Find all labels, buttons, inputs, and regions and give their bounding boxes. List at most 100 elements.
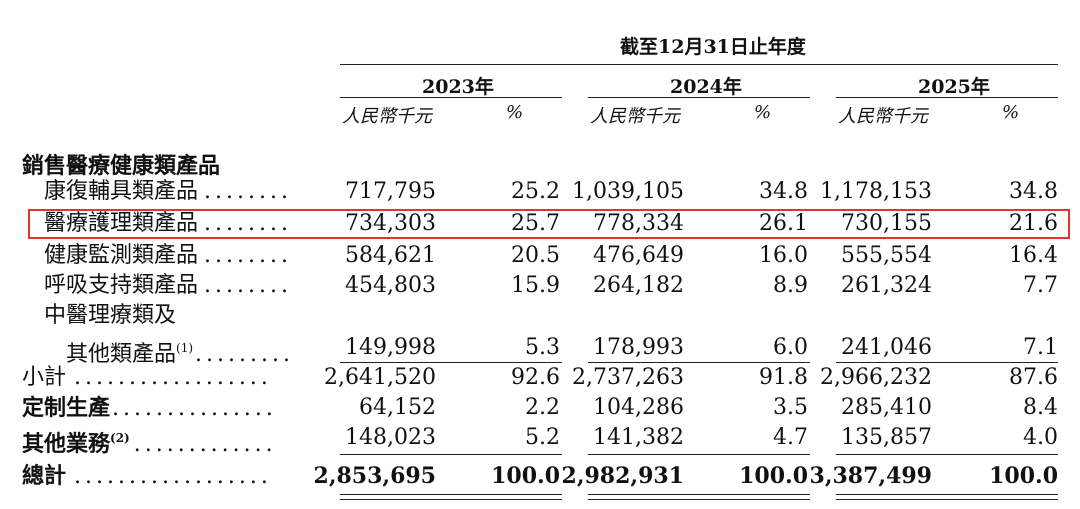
pct-2024: 16.0 xyxy=(759,243,808,268)
pct-2024: 34.8 xyxy=(759,179,808,204)
value-2024: 178,993 xyxy=(593,335,684,360)
double-rule-2023-a xyxy=(340,494,562,495)
double-rule-2025-b xyxy=(836,499,1058,500)
subtotal-rule-2023 xyxy=(340,362,562,363)
row-label: 醫療護理類產品 xyxy=(44,211,199,236)
double-rule-2025-a xyxy=(836,494,1058,495)
value-2025: 2,966,232 xyxy=(820,365,932,390)
leader-dots: ............... xyxy=(112,396,277,421)
year-2025-header: 2025年 xyxy=(918,76,990,98)
leader-dots: ........ xyxy=(204,273,292,298)
pct-2024: 6.0 xyxy=(773,335,808,360)
pct-2024: 8.9 xyxy=(773,273,808,298)
leader-dots: ......... xyxy=(195,342,294,367)
value-2025: 555,554 xyxy=(841,243,932,268)
double-rule-2024-b xyxy=(588,499,810,500)
row-label: 呼吸支持類產品 xyxy=(44,273,199,298)
value-2024: 476,649 xyxy=(593,243,684,268)
value-2024: 104,286 xyxy=(593,395,684,420)
year-2024-header: 2024年 xyxy=(670,76,742,98)
pct-2024: 4.7 xyxy=(773,425,808,450)
table-row: 醫療護理類產品........ 734,303 25.7 778,334 26.… xyxy=(0,206,1080,242)
value-2025: 3,387,499 xyxy=(809,463,932,489)
footnote-marker: (1) xyxy=(176,341,194,355)
year-2024-underline xyxy=(588,97,810,98)
table-row: 小計.................. 2,641,520 92.6 2,73… xyxy=(0,360,1080,396)
year-2025-underline xyxy=(836,97,1058,98)
pct-2023: 92.6 xyxy=(511,365,560,390)
value-2025: 285,410 xyxy=(841,395,932,420)
value-2023: 2,853,695 xyxy=(313,463,436,489)
pct-2023: 5.2 xyxy=(525,425,560,450)
leader-dots: .................. xyxy=(74,365,272,390)
total-rule-2024 xyxy=(588,454,810,455)
row-label: 總計 xyxy=(22,463,67,489)
pct-2025: 100.0 xyxy=(989,463,1058,489)
pct-2025: 34.8 xyxy=(1009,179,1058,204)
leader-dots: ........ xyxy=(204,243,292,268)
table-row: 中醫理療類及 xyxy=(0,298,1080,334)
row-label: 康復輔具類產品 xyxy=(44,179,199,204)
year-2023-underline xyxy=(340,97,562,98)
double-rule-2024-a xyxy=(588,494,810,495)
pct-2025: 16.4 xyxy=(1009,243,1058,268)
leader-dots: ........ xyxy=(204,211,292,236)
pct-2025: 21.6 xyxy=(1009,211,1058,236)
row-label: 其他業務 xyxy=(22,431,111,457)
unit-rmb-2024: 人民幣千元 xyxy=(590,106,680,127)
pct-2023: 2.2 xyxy=(525,395,560,420)
value-2023: 717,795 xyxy=(345,179,436,204)
value-2023: 149,998 xyxy=(345,335,436,360)
row-label: 定制生產 xyxy=(22,395,111,421)
value-2024: 2,737,263 xyxy=(572,365,684,390)
leader-dots: .................. xyxy=(74,464,272,489)
value-2025: 135,857 xyxy=(841,425,932,450)
value-2024: 2,982,931 xyxy=(561,463,684,489)
value-2024: 1,039,105 xyxy=(572,179,684,204)
value-2024: 778,334 xyxy=(593,211,684,236)
unit-rmb-2025: 人民幣千元 xyxy=(838,106,928,127)
pct-2025: 87.6 xyxy=(1009,365,1058,390)
value-2023: 148,023 xyxy=(345,425,436,450)
value-2023: 64,152 xyxy=(359,395,436,420)
table-row: 康復輔具類產品........ 717,795 25.2 1,039,105 3… xyxy=(0,174,1080,210)
double-rule-2023-b xyxy=(340,499,562,500)
section-title: 銷售醫療健康類產品 xyxy=(22,153,221,179)
row-label: 其他類產品 xyxy=(66,342,177,367)
value-2024: 141,382 xyxy=(593,425,684,450)
footnote-marker: (2) xyxy=(110,431,130,445)
period-header: 截至12月31日止年度 xyxy=(620,36,806,58)
pct-2025: 7.7 xyxy=(1023,273,1058,298)
period-underline xyxy=(340,64,1058,65)
table-row: 其他業務(2)............. 148,023 5.2 141,382… xyxy=(0,420,1080,457)
leader-dots: ........ xyxy=(204,179,292,204)
table-row: 呼吸支持類產品........ 454,803 15.9 264,182 8.9… xyxy=(0,268,1080,304)
total-rule-2023 xyxy=(340,454,562,455)
year-2023-header: 2023年 xyxy=(422,76,494,98)
pct-2023: 100.0 xyxy=(491,463,560,489)
pct-2023: 25.7 xyxy=(511,211,560,236)
pct-2023: 15.9 xyxy=(511,273,560,298)
value-2025: 1,178,153 xyxy=(820,179,932,204)
pct-2025: 8.4 xyxy=(1023,395,1058,420)
value-2025: 241,046 xyxy=(841,335,932,360)
pct-2023: 5.3 xyxy=(525,335,560,360)
pct-2025: 4.0 xyxy=(1023,425,1058,450)
unit-pct-2024: % xyxy=(754,102,772,123)
row-label: 小計 xyxy=(22,365,67,390)
value-2023: 2,641,520 xyxy=(324,365,436,390)
pct-2023: 20.5 xyxy=(511,243,560,268)
subtotal-rule-2025 xyxy=(836,362,1058,363)
pct-2024: 91.8 xyxy=(759,365,808,390)
leader-dots: ............. xyxy=(133,432,277,457)
value-2023: 584,621 xyxy=(345,243,436,268)
value-2025: 261,324 xyxy=(841,273,932,298)
highlight-box xyxy=(28,209,1070,239)
pct-2024: 3.5 xyxy=(773,395,808,420)
pct-2023: 25.2 xyxy=(511,179,560,204)
table-row: 總計.................. 2,853,695 100.0 2,9… xyxy=(0,458,1080,494)
total-rule-2025 xyxy=(836,454,1058,455)
table-row: 健康監測類產品........ 584,621 20.5 476,649 16.… xyxy=(0,238,1080,274)
row-label: 中醫理療類及 xyxy=(44,303,177,328)
pct-2025: 7.1 xyxy=(1023,335,1058,360)
